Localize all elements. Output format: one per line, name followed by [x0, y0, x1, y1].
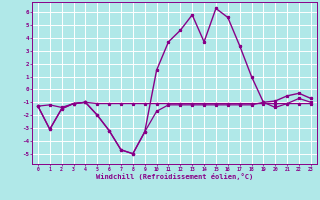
X-axis label: Windchill (Refroidissement éolien,°C): Windchill (Refroidissement éolien,°C): [96, 173, 253, 180]
